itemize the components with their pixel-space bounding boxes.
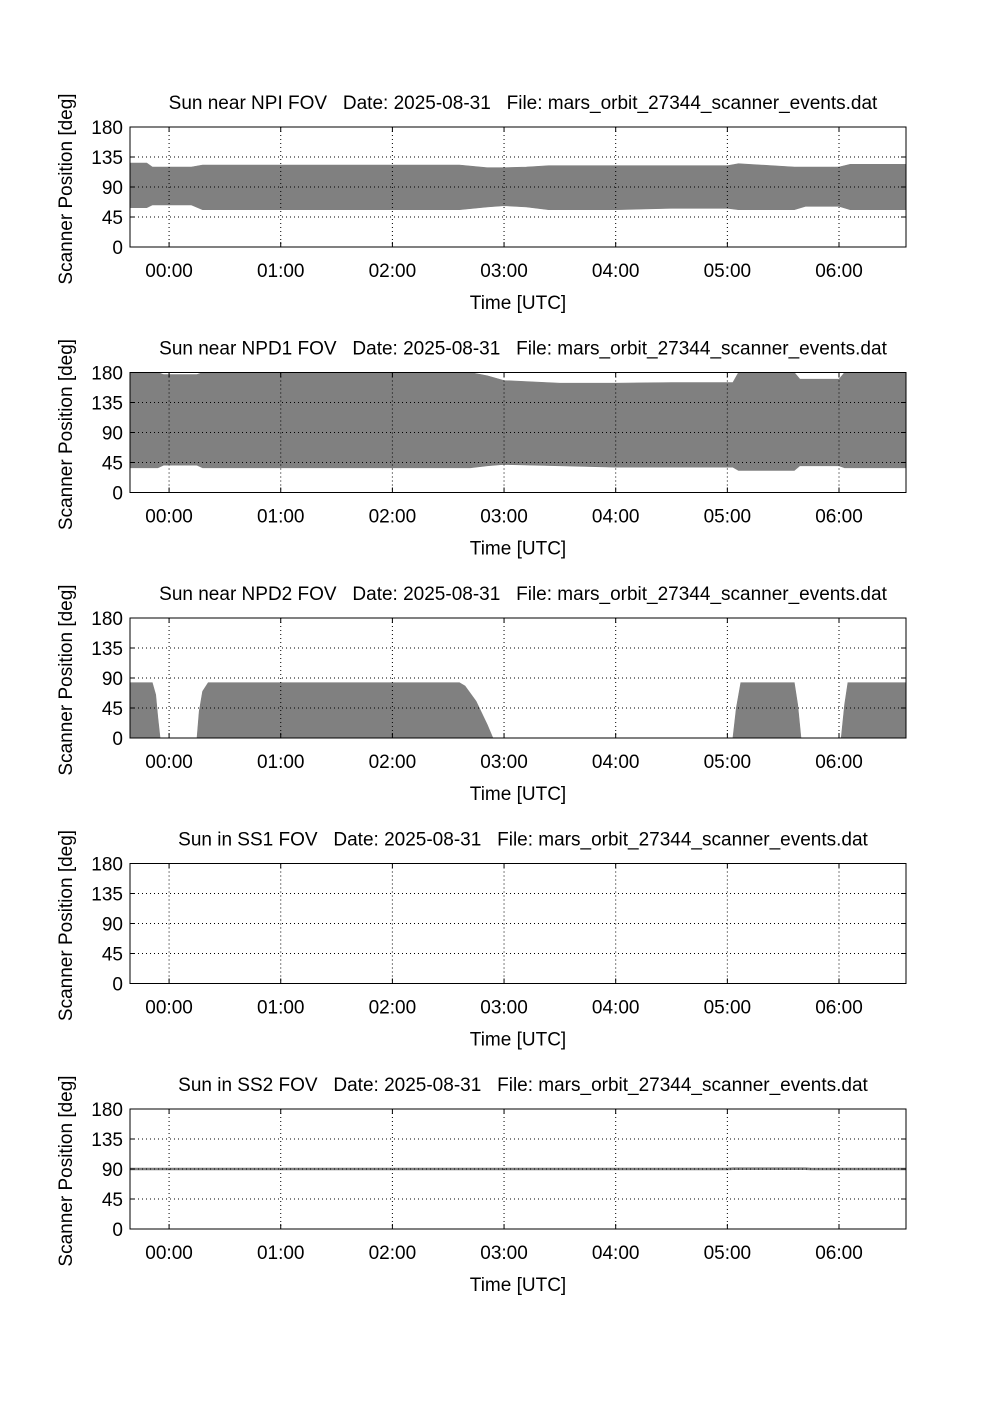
y-tick-label: 135 [91, 1130, 123, 1151]
x-tick-label: 06:00 [815, 998, 863, 1019]
y-tick-label: 135 [91, 639, 123, 660]
x-axis-label: Time [UTC] [470, 1275, 566, 1296]
x-tick-label: 02:00 [369, 507, 417, 528]
x-axis-label: Time [UTC] [470, 293, 566, 314]
x-tick-label: 04:00 [592, 261, 640, 282]
x-tick-label: 02:00 [369, 752, 417, 773]
x-tick-label: 06:00 [815, 752, 863, 773]
y-tick-label: 45 [102, 945, 123, 966]
y-tick-label: 135 [91, 394, 123, 415]
x-tick-label: 03:00 [480, 752, 528, 773]
x-axis-label: Time [UTC] [470, 539, 566, 560]
scanner-area-series [129, 372, 907, 471]
y-tick-label: 0 [112, 1220, 123, 1241]
y-tick-label: 45 [102, 208, 123, 229]
x-tick-label: 02:00 [369, 1243, 417, 1264]
x-tick-label: 03:00 [480, 998, 528, 1019]
x-tick-label: 01:00 [257, 1243, 305, 1264]
y-tick-label: 0 [112, 729, 123, 750]
x-tick-label: 05:00 [704, 752, 752, 773]
y-tick-label: 90 [102, 1160, 123, 1181]
x-tick-label: 04:00 [592, 998, 640, 1019]
x-tick-label: 05:00 [704, 261, 752, 282]
x-tick-label: 05:00 [704, 507, 752, 528]
chart-panel-2: Sun near NPD1 FOV Date: 2025-08-31 File:… [56, 339, 907, 560]
x-tick-label: 04:00 [592, 752, 640, 773]
x-tick-label: 00:00 [145, 261, 193, 282]
chart-title: Sun in SS2 FOV Date: 2025-08-31 File: ma… [178, 1075, 868, 1096]
y-tick-label: 0 [112, 975, 123, 996]
x-tick-label: 01:00 [257, 998, 305, 1019]
y-tick-label: 0 [112, 484, 123, 505]
y-tick-label: 180 [91, 1100, 123, 1121]
chart-panel-3: Sun near NPD2 FOV Date: 2025-08-31 File:… [56, 584, 907, 805]
x-tick-label: 04:00 [592, 507, 640, 528]
x-axis-label: Time [UTC] [470, 784, 566, 805]
chart-panel-1: Sun near NPI FOV Date: 2025-08-31 File: … [56, 93, 907, 314]
x-tick-label: 00:00 [145, 1243, 193, 1264]
y-tick-label: 180 [91, 855, 123, 876]
chart-title: Sun near NPI FOV Date: 2025-08-31 File: … [169, 93, 878, 114]
y-tick-label: 0 [112, 238, 123, 259]
y-tick-label: 90 [102, 915, 123, 936]
x-tick-label: 05:00 [704, 1243, 752, 1264]
y-tick-label: 180 [91, 364, 123, 385]
chart-panel-4: Sun in SS1 FOV Date: 2025-08-31 File: ma… [56, 830, 907, 1051]
x-tick-label: 06:00 [815, 261, 863, 282]
y-tick-label: 180 [91, 609, 123, 630]
chart-panel-5: Sun in SS2 FOV Date: 2025-08-31 File: ma… [56, 1075, 907, 1296]
x-tick-label: 00:00 [145, 752, 193, 773]
y-tick-label: 180 [91, 118, 123, 139]
x-tick-label: 03:00 [480, 261, 528, 282]
y-axis-label: Scanner Position [deg] [56, 1075, 77, 1266]
y-tick-label: 135 [91, 148, 123, 169]
x-tick-label: 03:00 [480, 1243, 528, 1264]
scanner-area-series [129, 162, 907, 210]
x-tick-label: 01:00 [257, 752, 305, 773]
x-tick-label: 00:00 [145, 998, 193, 1019]
x-tick-label: 01:00 [257, 261, 305, 282]
x-tick-label: 03:00 [480, 507, 528, 528]
y-tick-label: 45 [102, 699, 123, 720]
chart-title: Sun near NPD2 FOV Date: 2025-08-31 File:… [159, 584, 887, 605]
y-tick-label: 45 [102, 1190, 123, 1211]
x-tick-label: 05:00 [704, 998, 752, 1019]
y-axis-label: Scanner Position [deg] [56, 584, 77, 775]
chart-title: Sun in SS1 FOV Date: 2025-08-31 File: ma… [178, 830, 868, 851]
y-tick-label: 135 [91, 885, 123, 906]
x-tick-label: 02:00 [369, 998, 417, 1019]
y-tick-label: 90 [102, 669, 123, 690]
y-tick-label: 45 [102, 454, 123, 475]
y-tick-label: 90 [102, 178, 123, 199]
chart-title: Sun near NPD1 FOV Date: 2025-08-31 File:… [159, 339, 887, 360]
scanner-area-series [129, 682, 907, 739]
x-tick-label: 01:00 [257, 507, 305, 528]
x-tick-label: 04:00 [592, 1243, 640, 1264]
y-axis-label: Scanner Position [deg] [56, 93, 77, 284]
x-tick-label: 00:00 [145, 507, 193, 528]
x-axis-label: Time [UTC] [470, 1030, 566, 1051]
y-axis-label: Scanner Position [deg] [56, 830, 77, 1021]
y-tick-label: 90 [102, 424, 123, 445]
x-tick-label: 02:00 [369, 261, 417, 282]
x-tick-label: 06:00 [815, 1243, 863, 1264]
y-axis-label: Scanner Position [deg] [56, 339, 77, 530]
x-tick-label: 06:00 [815, 507, 863, 528]
